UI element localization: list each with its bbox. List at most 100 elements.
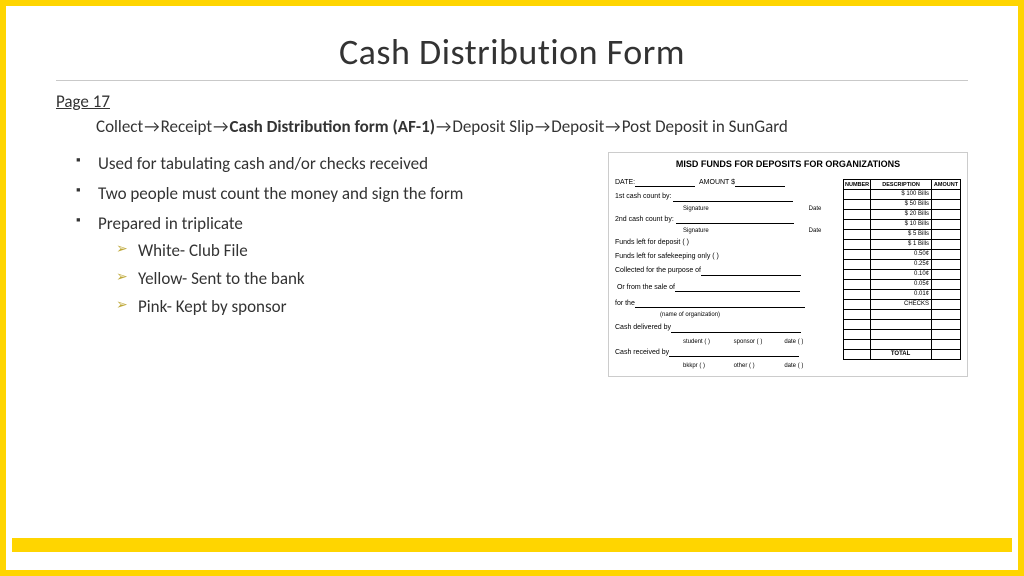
bullet-item: Prepared in triplicate White- Club File … xyxy=(76,212,546,319)
date-amount-row: DATE: AMOUNT $ xyxy=(615,179,835,187)
table-row: $ 5 Bills xyxy=(844,230,961,240)
cell-number xyxy=(844,320,871,330)
sub-bullet-item: Pink- Kept by sponsor xyxy=(98,295,546,319)
cell-number xyxy=(844,340,871,350)
date-blank xyxy=(635,179,695,187)
or-sale-blank xyxy=(675,284,800,292)
cell-amount xyxy=(932,330,961,340)
cell-description: $ 5 Bills xyxy=(871,230,932,240)
table-total-row: TOTAL xyxy=(844,350,961,360)
th-amount: AMOUNT xyxy=(932,180,961,190)
opt: student ( ) xyxy=(683,339,734,346)
sub-bullet-list: White- Club File Yellow- Sent to the ban… xyxy=(98,239,546,318)
cell-number xyxy=(844,330,871,340)
cell-description: 0.10¢ xyxy=(871,270,932,280)
cell-description xyxy=(871,330,932,340)
cell-number xyxy=(844,200,871,210)
table-row: $ 100 Bills xyxy=(844,190,961,200)
cell-number xyxy=(844,350,871,360)
form-left: DATE: AMOUNT $ 1st cash count by: Signat… xyxy=(615,179,835,370)
bullet-item: Used for tabulating cash and/or checks r… xyxy=(76,152,546,176)
table-row: $ 50 Bills xyxy=(844,200,961,210)
arrow-icon: → xyxy=(143,116,160,137)
sig-labels-2: SignatureDate xyxy=(615,228,835,235)
cell-number xyxy=(844,260,871,270)
delivered-opts: student ( ) sponsor ( ) date ( ) xyxy=(615,339,835,346)
cell-amount xyxy=(932,200,961,210)
left-column: Used for tabulating cash and/or checks r… xyxy=(76,152,546,377)
delivered-row: Cash delivered by xyxy=(615,324,835,332)
table-row: 0.05¢ xyxy=(844,280,961,290)
table-row: 0.25¢ xyxy=(844,260,961,270)
count2-label: 2nd cash count by: xyxy=(615,216,674,223)
arrow-icon: → xyxy=(604,116,621,137)
count2-blank xyxy=(676,216,794,224)
count2-row: 2nd cash count by: xyxy=(615,216,835,224)
collected-label: Collected for the purpose of xyxy=(615,267,701,274)
signature-label: Signature xyxy=(683,228,795,235)
breadcrumb-step: Post Deposit in SunGard xyxy=(622,116,788,137)
breadcrumb-step: Deposit xyxy=(551,116,604,137)
cell-description xyxy=(871,310,932,320)
cell-amount xyxy=(932,350,961,360)
opt: bkkpr ( ) xyxy=(683,363,734,370)
table-row: $ 1 Bills xyxy=(844,240,961,250)
delivered-blank xyxy=(671,325,801,333)
th-number: NUMBER xyxy=(844,180,871,190)
table-row xyxy=(844,320,961,330)
cell-description: 0.50¢ xyxy=(871,250,932,260)
for-the-blank xyxy=(635,300,805,308)
table-row xyxy=(844,310,961,320)
cell-amount xyxy=(932,340,961,350)
table-row: 0.50¢ xyxy=(844,250,961,260)
cell-total-label: TOTAL xyxy=(871,350,932,360)
table-row: 0.01¢ xyxy=(844,290,961,300)
gold-bar xyxy=(12,538,1012,552)
cell-amount xyxy=(932,190,961,200)
cell-amount xyxy=(932,240,961,250)
sub-bullet-item: Yellow- Sent to the bank xyxy=(98,267,546,291)
cell-number xyxy=(844,310,871,320)
collected-blank xyxy=(701,268,801,276)
th-description: DESCRIPTION xyxy=(871,180,932,190)
org-label-row: (name of organization) xyxy=(615,312,835,319)
cell-amount xyxy=(932,290,961,300)
funds-safekeep-row: Funds left for safekeeping only ( ) xyxy=(615,253,835,261)
table-row xyxy=(844,340,961,350)
breadcrumb-step: Receipt xyxy=(161,116,213,137)
opt: other ( ) xyxy=(734,363,785,370)
table-row: $ 20 Bills xyxy=(844,210,961,220)
cell-description: $ 50 Bills xyxy=(871,200,932,210)
or-sale-label: Or from the sale of xyxy=(617,284,675,291)
form-right: NUMBER DESCRIPTION AMOUNT $ 100 Bills$ 5… xyxy=(843,179,961,370)
cell-amount xyxy=(932,300,961,310)
count1-row: 1st cash count by: xyxy=(615,193,835,201)
count1-label: 1st cash count by: xyxy=(615,193,671,200)
cell-description: $ 1 Bills xyxy=(871,240,932,250)
cell-amount xyxy=(932,210,961,220)
bullet-list: Used for tabulating cash and/or checks r… xyxy=(76,152,546,319)
count1-blank xyxy=(673,194,793,202)
received-opts: bkkpr ( ) other ( ) date ( ) xyxy=(615,363,835,370)
received-blank xyxy=(669,349,799,357)
cell-amount xyxy=(932,220,961,230)
breadcrumb: Collect→Receipt→Cash Distribution form (… xyxy=(96,116,968,138)
signature-label: Signature xyxy=(683,206,795,213)
cell-number xyxy=(844,290,871,300)
table-row: CHECKS xyxy=(844,300,961,310)
for-the-row: for the xyxy=(615,300,835,308)
for-the-label: for the xyxy=(615,300,635,307)
cell-amount xyxy=(932,320,961,330)
received-row: Cash received by xyxy=(615,349,835,357)
cell-description: 0.01¢ xyxy=(871,290,932,300)
funds-deposit-row: Funds left for deposit ( ) xyxy=(615,239,835,247)
cell-number xyxy=(844,210,871,220)
table-row: $ 10 Bills xyxy=(844,220,961,230)
sub-bullet-item: White- Club File xyxy=(98,239,546,263)
cell-description xyxy=(871,320,932,330)
breadcrumb-step: Cash Distribution form (AF-1) xyxy=(229,116,435,137)
cell-description: 0.05¢ xyxy=(871,280,932,290)
or-sale-row: Or from the sale of xyxy=(615,284,835,292)
cell-number xyxy=(844,270,871,280)
cell-description: $ 10 Bills xyxy=(871,220,932,230)
